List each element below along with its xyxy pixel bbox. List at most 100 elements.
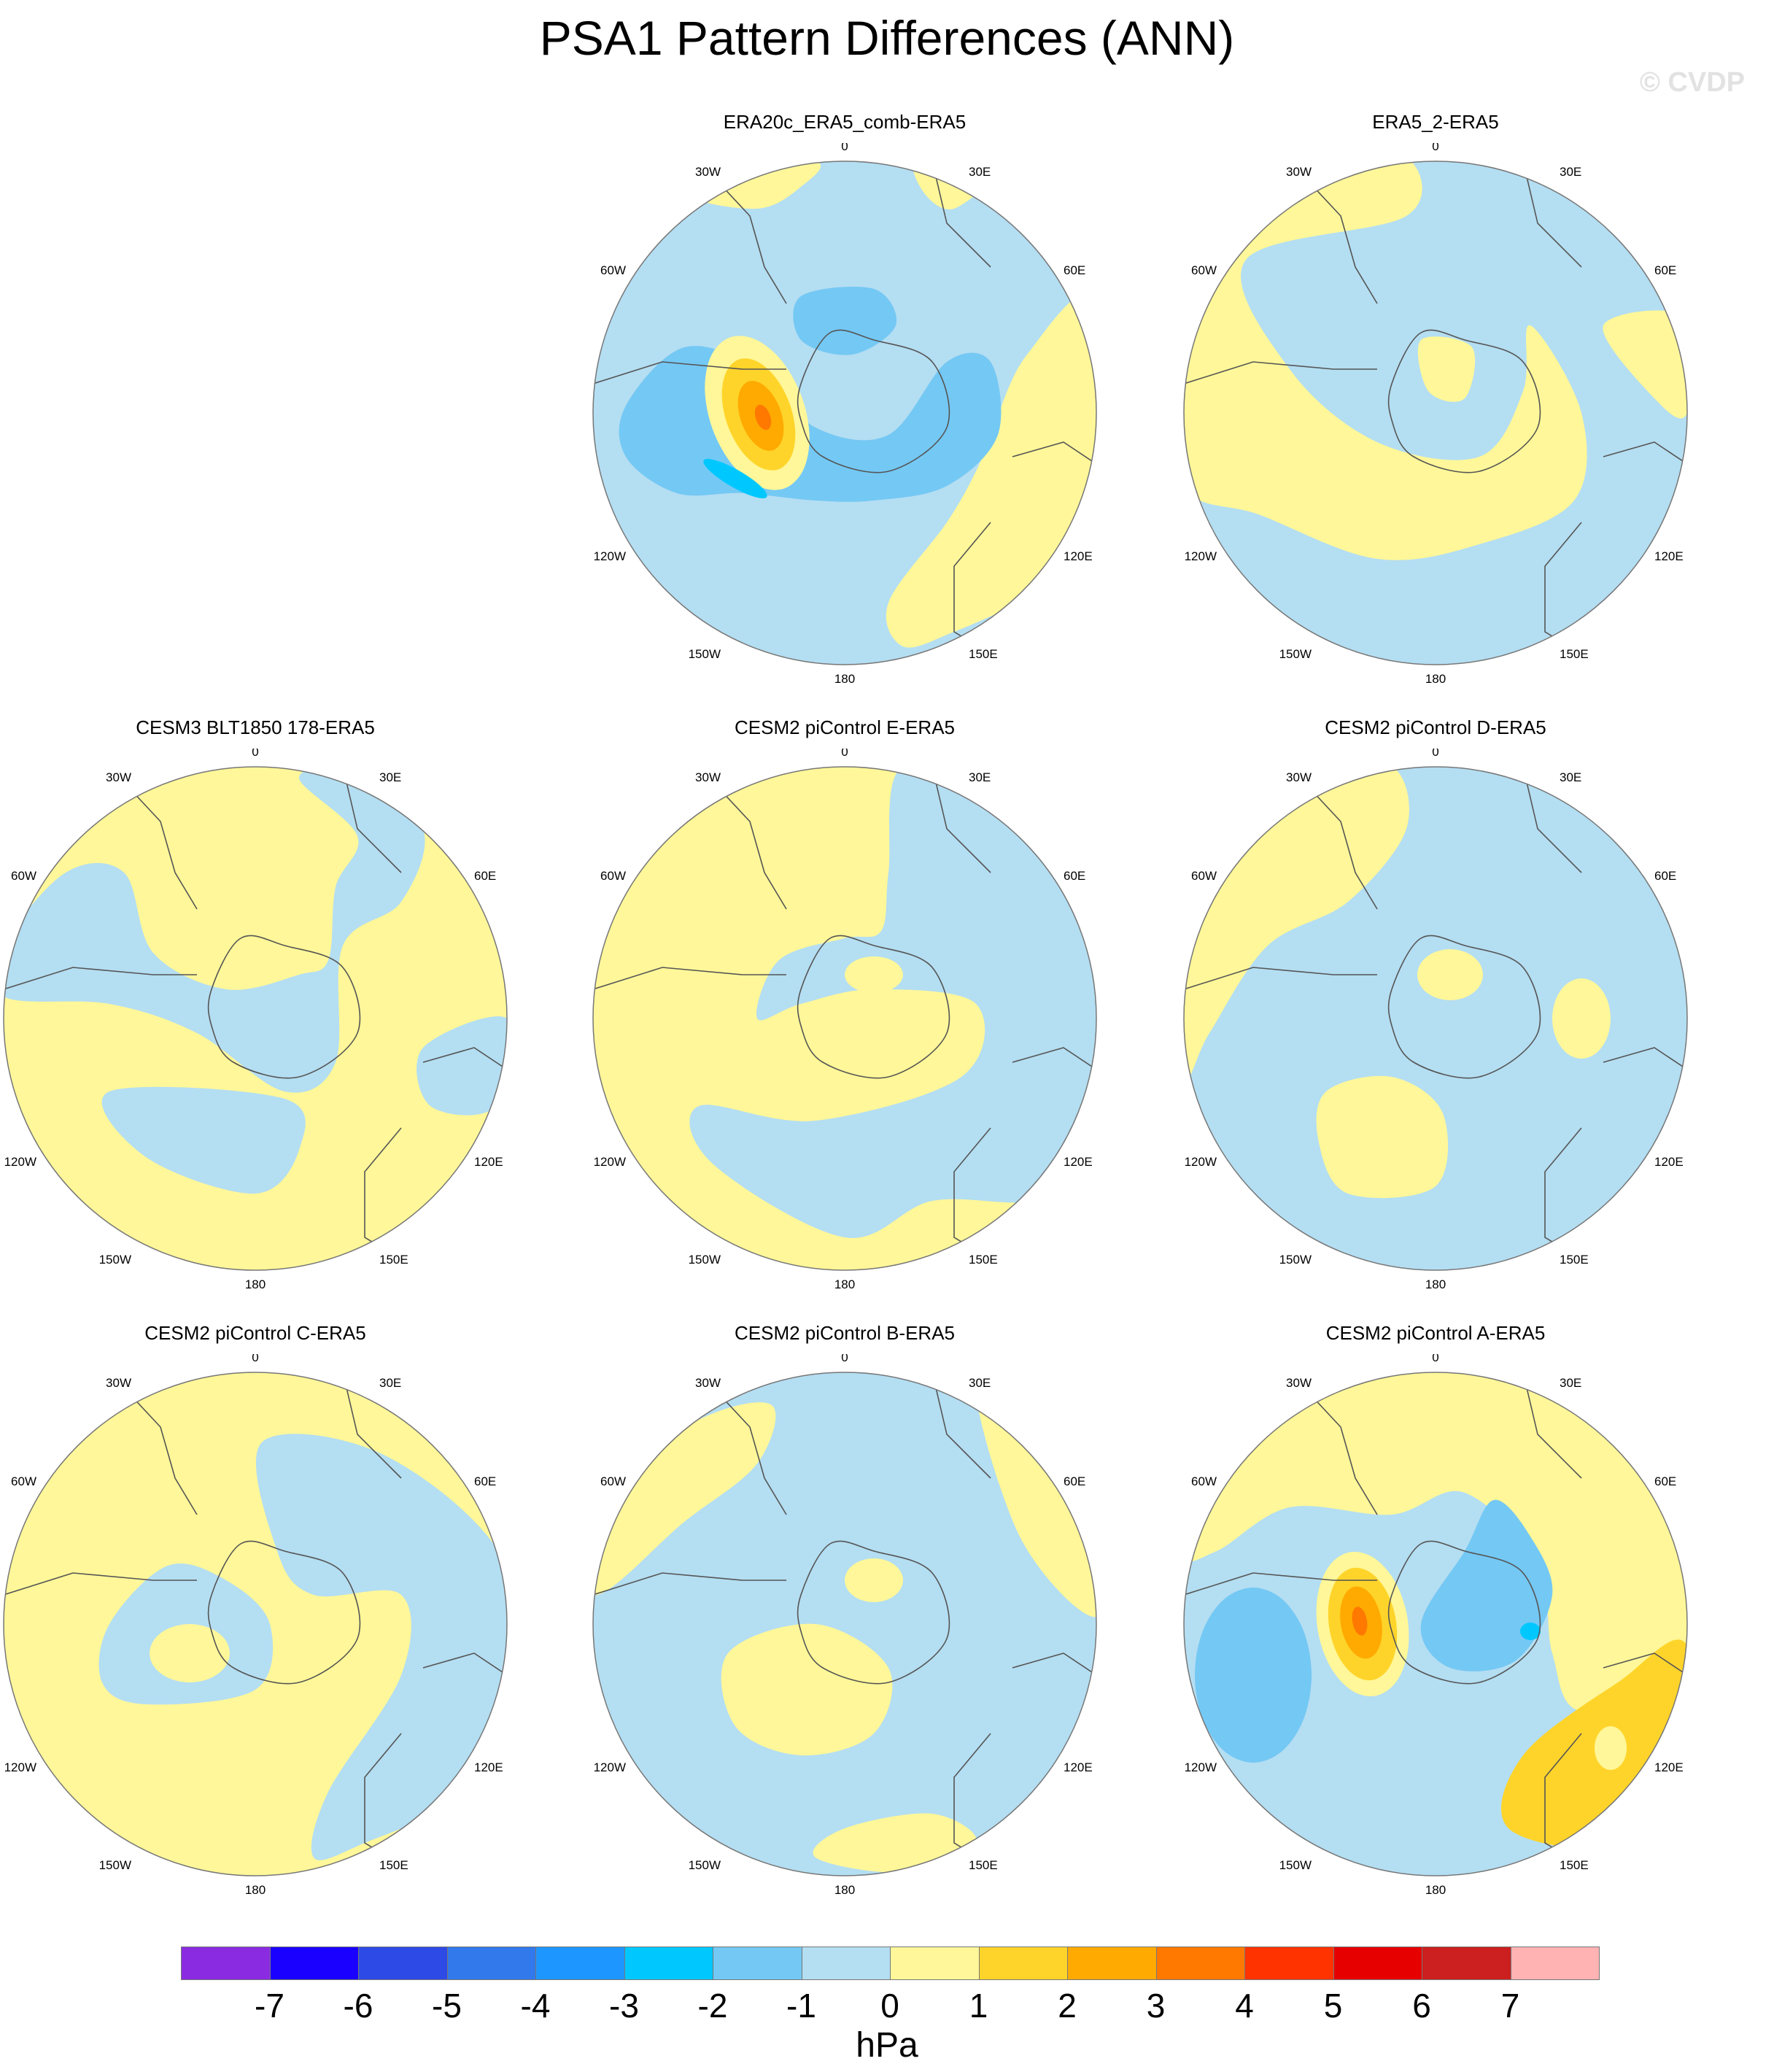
longitude-label: 180 <box>1425 1277 1446 1288</box>
longitude-label: 60E <box>1064 263 1085 277</box>
longitude-label: 180 <box>834 672 855 683</box>
colorbar-segment <box>1510 1947 1600 1980</box>
longitude-label: 150W <box>1279 647 1312 661</box>
colorbar-segment <box>624 1947 713 1980</box>
contour-region <box>845 956 903 993</box>
map-panel: CESM2 piControl B-ERA5 030E60E90E120E150E… <box>589 1322 1100 1894</box>
map-border <box>1183 1372 1688 1876</box>
longitude-label: 60E <box>1064 1474 1085 1488</box>
contour-region <box>754 404 772 430</box>
longitude-label: 150E <box>1560 1253 1589 1267</box>
contour-region <box>975 1374 1096 1617</box>
colorbar-segment <box>1155 1947 1245 1980</box>
longitude-label: 0 <box>1432 1354 1438 1364</box>
longitude-label: 150E <box>1560 647 1589 661</box>
longitude-label: 120E <box>474 1760 503 1774</box>
coastline <box>1012 1047 1096 1070</box>
contour-background <box>1184 161 1687 665</box>
polar-map: 030E60E90E120E150E180150W120W90W60W30W <box>592 749 1097 1288</box>
longitude-label: 30E <box>969 770 991 784</box>
longitude-label: 180 <box>1425 672 1446 683</box>
colorbar-tick-label: -7 <box>255 1987 284 2025</box>
coastline <box>1522 161 1582 268</box>
map-panel: CESM2 piControl D-ERA5030E60E90E120E150E… <box>1180 716 1691 1288</box>
colorbar-tick-label: 2 <box>1058 1987 1077 2025</box>
coastline <box>207 1540 361 1685</box>
colorbar-segment <box>713 1947 802 1980</box>
contour-fill <box>593 767 1096 1270</box>
longitude-label: 120E <box>1064 1155 1093 1169</box>
colorbar-tick-label: 5 <box>1323 1987 1343 2025</box>
contour-background <box>593 1372 1096 1876</box>
panel-title: CESM2 piControl B-ERA5 <box>735 1322 955 1344</box>
panel-title: ERA5_2-ERA5 <box>1372 111 1499 133</box>
longitude-label: 0 <box>252 749 258 759</box>
polar-map: 030E60E90E120E150E180150W120W90W60W30W <box>3 1354 508 1894</box>
colorbar-segment <box>269 1947 359 1980</box>
coastline <box>931 161 991 268</box>
longitude-label: 150E <box>1560 1858 1589 1872</box>
longitude-label: 150E <box>969 647 998 661</box>
coastline <box>1184 361 1377 384</box>
map-panel: CESM2 piControl C-ERA5030E60E90E120E150E… <box>0 1322 511 1894</box>
map-border <box>592 161 1097 665</box>
map-border <box>3 1372 508 1876</box>
longitude-label: 180 <box>245 1883 266 1894</box>
longitude-label: 30W <box>106 770 131 784</box>
longitude-label: 0 <box>841 749 848 759</box>
map-border <box>592 766 1097 1271</box>
longitude-label: 180 <box>245 1277 266 1288</box>
map-border <box>3 766 508 1271</box>
colorbar-segment <box>358 1947 448 1980</box>
longitude-label: 60E <box>1654 263 1676 277</box>
coastline <box>1603 1047 1687 1070</box>
contour-region <box>721 1623 893 1756</box>
coastline <box>342 1372 402 1479</box>
longitude-label: 30W <box>695 165 721 179</box>
contour-region <box>1352 1607 1368 1636</box>
contour-region <box>417 1016 507 1116</box>
colorbar-segment <box>890 1947 980 1980</box>
longitude-label: 60W <box>11 869 36 883</box>
coastline <box>422 1047 507 1070</box>
coastline <box>1387 935 1541 1079</box>
contour-region <box>593 1402 776 1596</box>
contour-region <box>1420 1499 1553 1671</box>
contour-region <box>1595 1726 1627 1770</box>
longitude-label: 120W <box>594 549 626 563</box>
colorbar-segment <box>446 1947 536 1980</box>
longitude-label: 30W <box>695 1376 721 1390</box>
contour-region <box>689 767 1096 1238</box>
longitude-label: 30W <box>1286 770 1312 784</box>
colorbar-tick-label: 0 <box>880 1987 899 2025</box>
longitude-label: 30E <box>379 770 401 784</box>
longitude-label: 180 <box>834 1883 855 1894</box>
longitude-label: 0 <box>841 1354 848 1364</box>
longitude-label: 0 <box>252 1354 258 1364</box>
contour-region <box>1316 1075 1449 1199</box>
map-panel: CESM3 BLT1850 178-ERA5030E60E90E120E150E… <box>0 716 511 1288</box>
contour-fill <box>1184 1372 1687 1876</box>
coastline <box>797 1540 950 1685</box>
longitude-label: 120W <box>1185 1155 1217 1169</box>
colorbar-segment <box>1244 1947 1334 1980</box>
panel-title: ERA20c_ERA5_comb-ERA5 <box>723 111 967 133</box>
longitude-label: 30W <box>1286 165 1312 179</box>
longitude-label: 120W <box>4 1155 36 1169</box>
polar-map: 030E60E90E120E150E180150W120W90W60W30W <box>592 143 1097 683</box>
longitude-label: 60W <box>11 1474 36 1488</box>
panel-title: CESM2 piControl D-ERA5 <box>1325 716 1546 738</box>
figure-title: PSA1 Pattern Differences (ANN) <box>539 11 1235 65</box>
longitude-label: 120E <box>1064 1760 1093 1774</box>
longitude-label: 120E <box>1654 1155 1684 1169</box>
coastline <box>593 967 786 990</box>
longitude-label: 30E <box>969 165 991 179</box>
contour-fill <box>4 767 507 1270</box>
polar-map: 030E60E90E120E150E180150W120W90W60W30W <box>592 1354 1097 1894</box>
coastline <box>1012 1652 1096 1676</box>
colorbar-tick-label: -3 <box>609 1987 639 2025</box>
coastline <box>1522 767 1582 873</box>
map-border <box>1183 161 1688 665</box>
colorbar-tick-label: 1 <box>969 1987 988 2025</box>
longitude-label: 0 <box>1432 749 1438 759</box>
